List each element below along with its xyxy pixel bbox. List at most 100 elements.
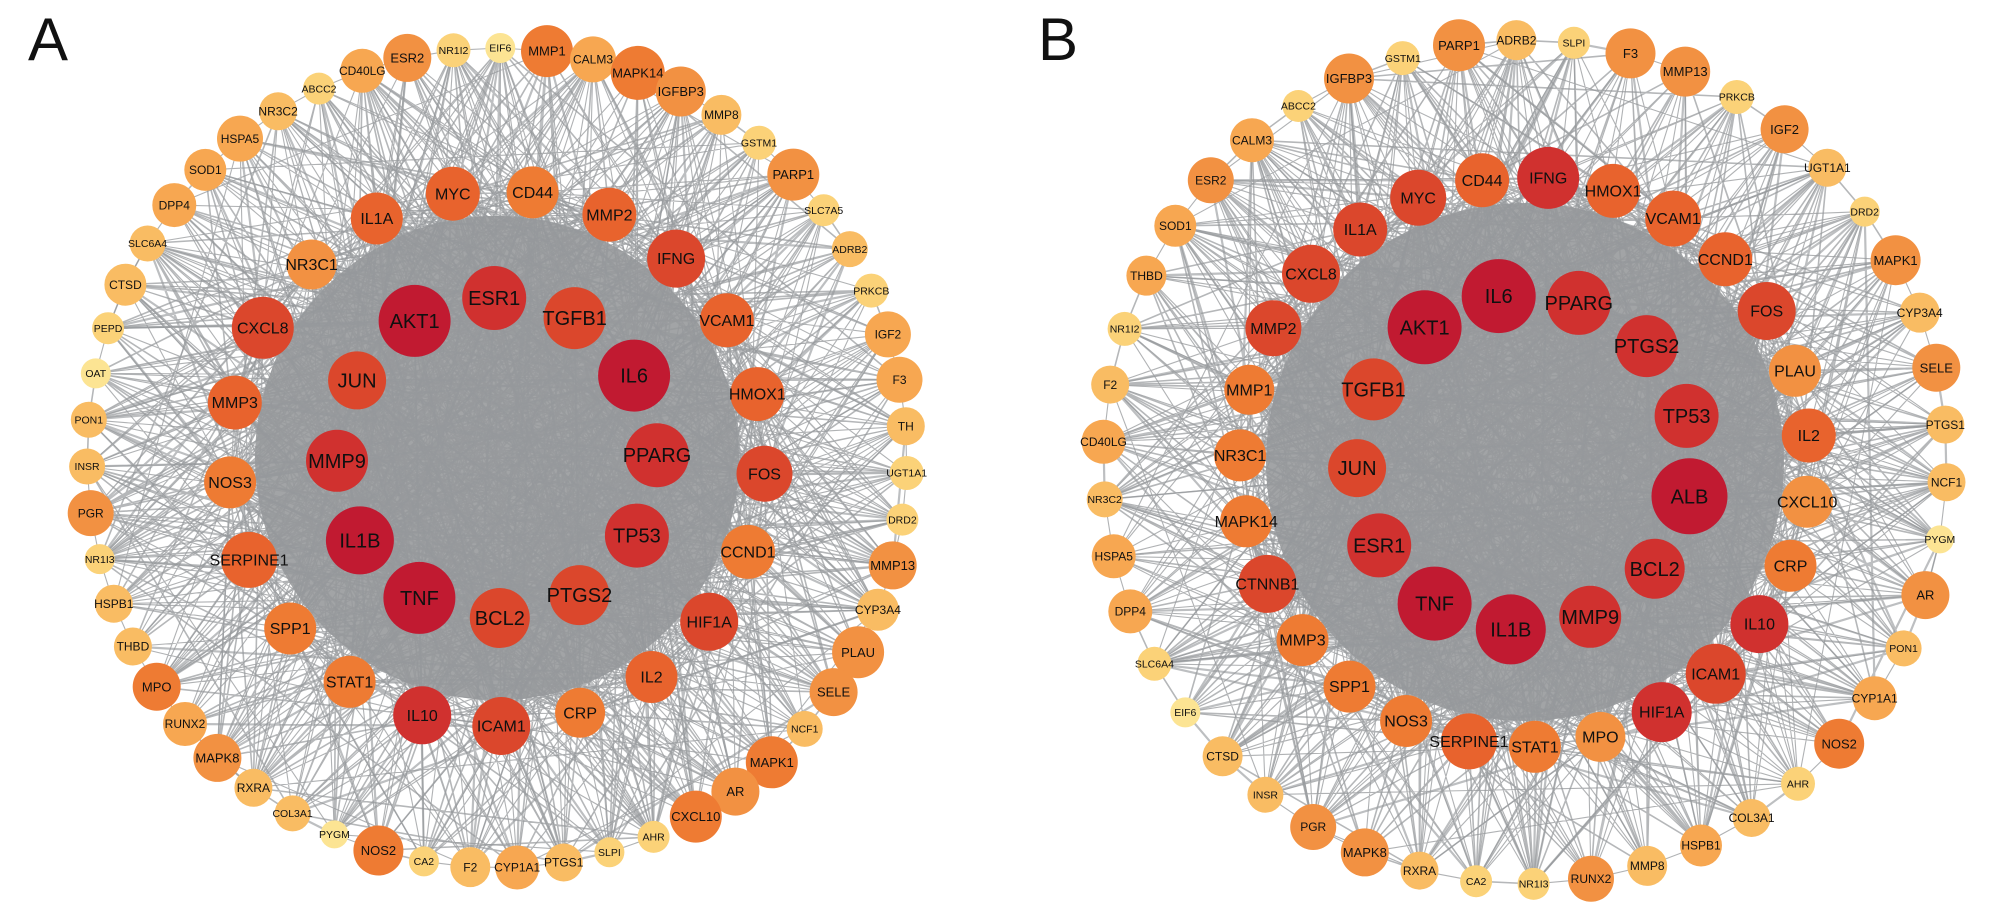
node-NR1I3 <box>1517 867 1550 900</box>
node-label-PGR: PGR <box>1300 820 1326 834</box>
node-label-AHR: AHR <box>643 832 666 844</box>
node-label-MMP9: MMP9 <box>308 451 366 473</box>
node-PGR <box>67 490 114 537</box>
node-EIF6 <box>1170 697 1201 728</box>
node-CD40LG <box>1081 419 1126 464</box>
node-label-CTSD: CTSD <box>109 278 142 292</box>
node-NOS2 <box>353 825 404 876</box>
node-label-ADRB2: ADRB2 <box>1496 33 1536 47</box>
node-THBD <box>113 627 152 666</box>
node-label-OAT: OAT <box>85 368 106 380</box>
panel-a-network: ESR1 TGFB1 IL6 PPARG TP53 PTGS2 BCL2 TNF IL1B MMP… <box>67 25 927 890</box>
node-SELE <box>809 668 858 717</box>
node-label-IFNG: IFNG <box>1529 171 1567 188</box>
node-GSTM1 <box>742 125 776 160</box>
node-label-PPARG: PPARG <box>1545 293 1614 315</box>
node-label-DPP4: DPP4 <box>159 198 191 212</box>
node-NCF1 <box>1927 463 1966 502</box>
node-label-MMP2: MMP2 <box>1250 321 1296 338</box>
node-F3 <box>876 356 923 403</box>
node-MPO <box>132 662 181 711</box>
node-TGFB1 <box>543 287 606 350</box>
node-label-SLC6A4: SLC6A4 <box>1135 658 1174 670</box>
node-PARP1 <box>1433 19 1485 72</box>
node-label-SELE: SELE <box>1920 360 1954 375</box>
node-label-RXRA: RXRA <box>1403 864 1436 878</box>
node-label-IL2: IL2 <box>1798 428 1820 445</box>
node-IGFBP3 <box>655 66 706 117</box>
node-THBD <box>1126 255 1167 296</box>
node-label-INSR: INSR <box>75 461 101 473</box>
node-MMP13 <box>868 541 917 590</box>
node-label-CD44: CD44 <box>1462 173 1503 190</box>
node-label-NR3C1: NR3C1 <box>285 257 338 274</box>
node-HSPA5 <box>217 115 263 162</box>
node-label-TGFB1: TGFB1 <box>1341 379 1405 401</box>
node-label-CA2: CA2 <box>414 856 435 868</box>
node-IL2 <box>1781 408 1836 463</box>
node-CALM3 <box>570 36 616 83</box>
node-FOS <box>736 445 793 502</box>
node-CA2 <box>408 846 439 877</box>
node-label-VCAM1: VCAM1 <box>1646 211 1701 228</box>
node-label-SELE: SELE <box>817 685 851 700</box>
node-label-CD40LG: CD40LG <box>1080 435 1127 449</box>
node-label-INSR: INSR <box>1253 789 1279 801</box>
node-label-IL2: IL2 <box>640 670 662 687</box>
node-label-TNF: TNF <box>400 588 439 610</box>
node-label-NOS3: NOS3 <box>1384 714 1428 731</box>
node-ICAM1 <box>472 697 531 755</box>
node-label-IL1A: IL1A <box>1344 222 1377 239</box>
node-label-CTNNB1: CTNNB1 <box>1235 577 1299 594</box>
node-label-NR1I3: NR1I3 <box>1519 879 1549 891</box>
node-label-THBD: THBD <box>117 640 150 654</box>
node-label-BCL2: BCL2 <box>1630 559 1680 581</box>
node-CRP <box>555 687 606 738</box>
node-label-MAPK1: MAPK1 <box>750 755 794 770</box>
node-IL10 <box>1730 595 1789 654</box>
node-VCAM1 <box>699 293 754 348</box>
node-label-CXCL8: CXCL8 <box>1285 266 1337 283</box>
node-label-SOD1: SOD1 <box>189 163 222 177</box>
node-label-IL6: IL6 <box>620 366 648 388</box>
node-PTGS1 <box>1926 405 1965 444</box>
node-label-CA2: CA2 <box>1466 876 1487 888</box>
node-PYGM <box>320 820 349 849</box>
node-MMP3 <box>1276 614 1329 667</box>
node-label-HSPA5: HSPA5 <box>1094 550 1133 564</box>
node-PTGS1 <box>544 843 583 882</box>
node-CD40LG <box>340 48 385 93</box>
node-SPP1 <box>1323 660 1376 713</box>
node-AKT1 <box>1387 290 1462 365</box>
node-label-CXCL10: CXCL10 <box>671 809 720 824</box>
node-label-MAPK14: MAPK14 <box>612 65 663 80</box>
node-label-IL6: IL6 <box>1485 286 1513 308</box>
node-label-HMOX1: HMOX1 <box>729 387 786 404</box>
node-label-ALB: ALB <box>1671 486 1709 508</box>
node-label-MYC: MYC <box>435 186 471 203</box>
node-label-PLAU: PLAU <box>841 645 875 660</box>
node-NR3C1 <box>1214 429 1267 482</box>
node-label-IL10: IL10 <box>407 708 438 725</box>
node-ESR1 <box>462 266 527 330</box>
node-label-BCL2: BCL2 <box>475 608 525 630</box>
node-NR3C2 <box>259 92 298 131</box>
node-MMP13 <box>1660 46 1711 97</box>
node-label-SLC6A4: SLC6A4 <box>128 238 167 250</box>
node-AR <box>711 767 760 816</box>
node-label-NR1I2: NR1I2 <box>1110 324 1140 336</box>
node-label-HIF1A: HIF1A <box>1639 705 1685 722</box>
node-CALM3 <box>1230 118 1274 163</box>
node-MMP2 <box>1245 300 1302 357</box>
node-label-SPP1: SPP1 <box>1329 679 1370 696</box>
node-PLAU <box>1769 344 1821 397</box>
node-label-CD40LG: CD40LG <box>339 64 386 78</box>
node-label-TH: TH <box>898 419 914 433</box>
node-CD44 <box>1455 153 1510 208</box>
node-label-CTSD: CTSD <box>1206 750 1239 764</box>
node-JUN <box>328 351 387 410</box>
node-label-AHR: AHR <box>1787 778 1810 790</box>
node-AKT1 <box>378 284 451 357</box>
